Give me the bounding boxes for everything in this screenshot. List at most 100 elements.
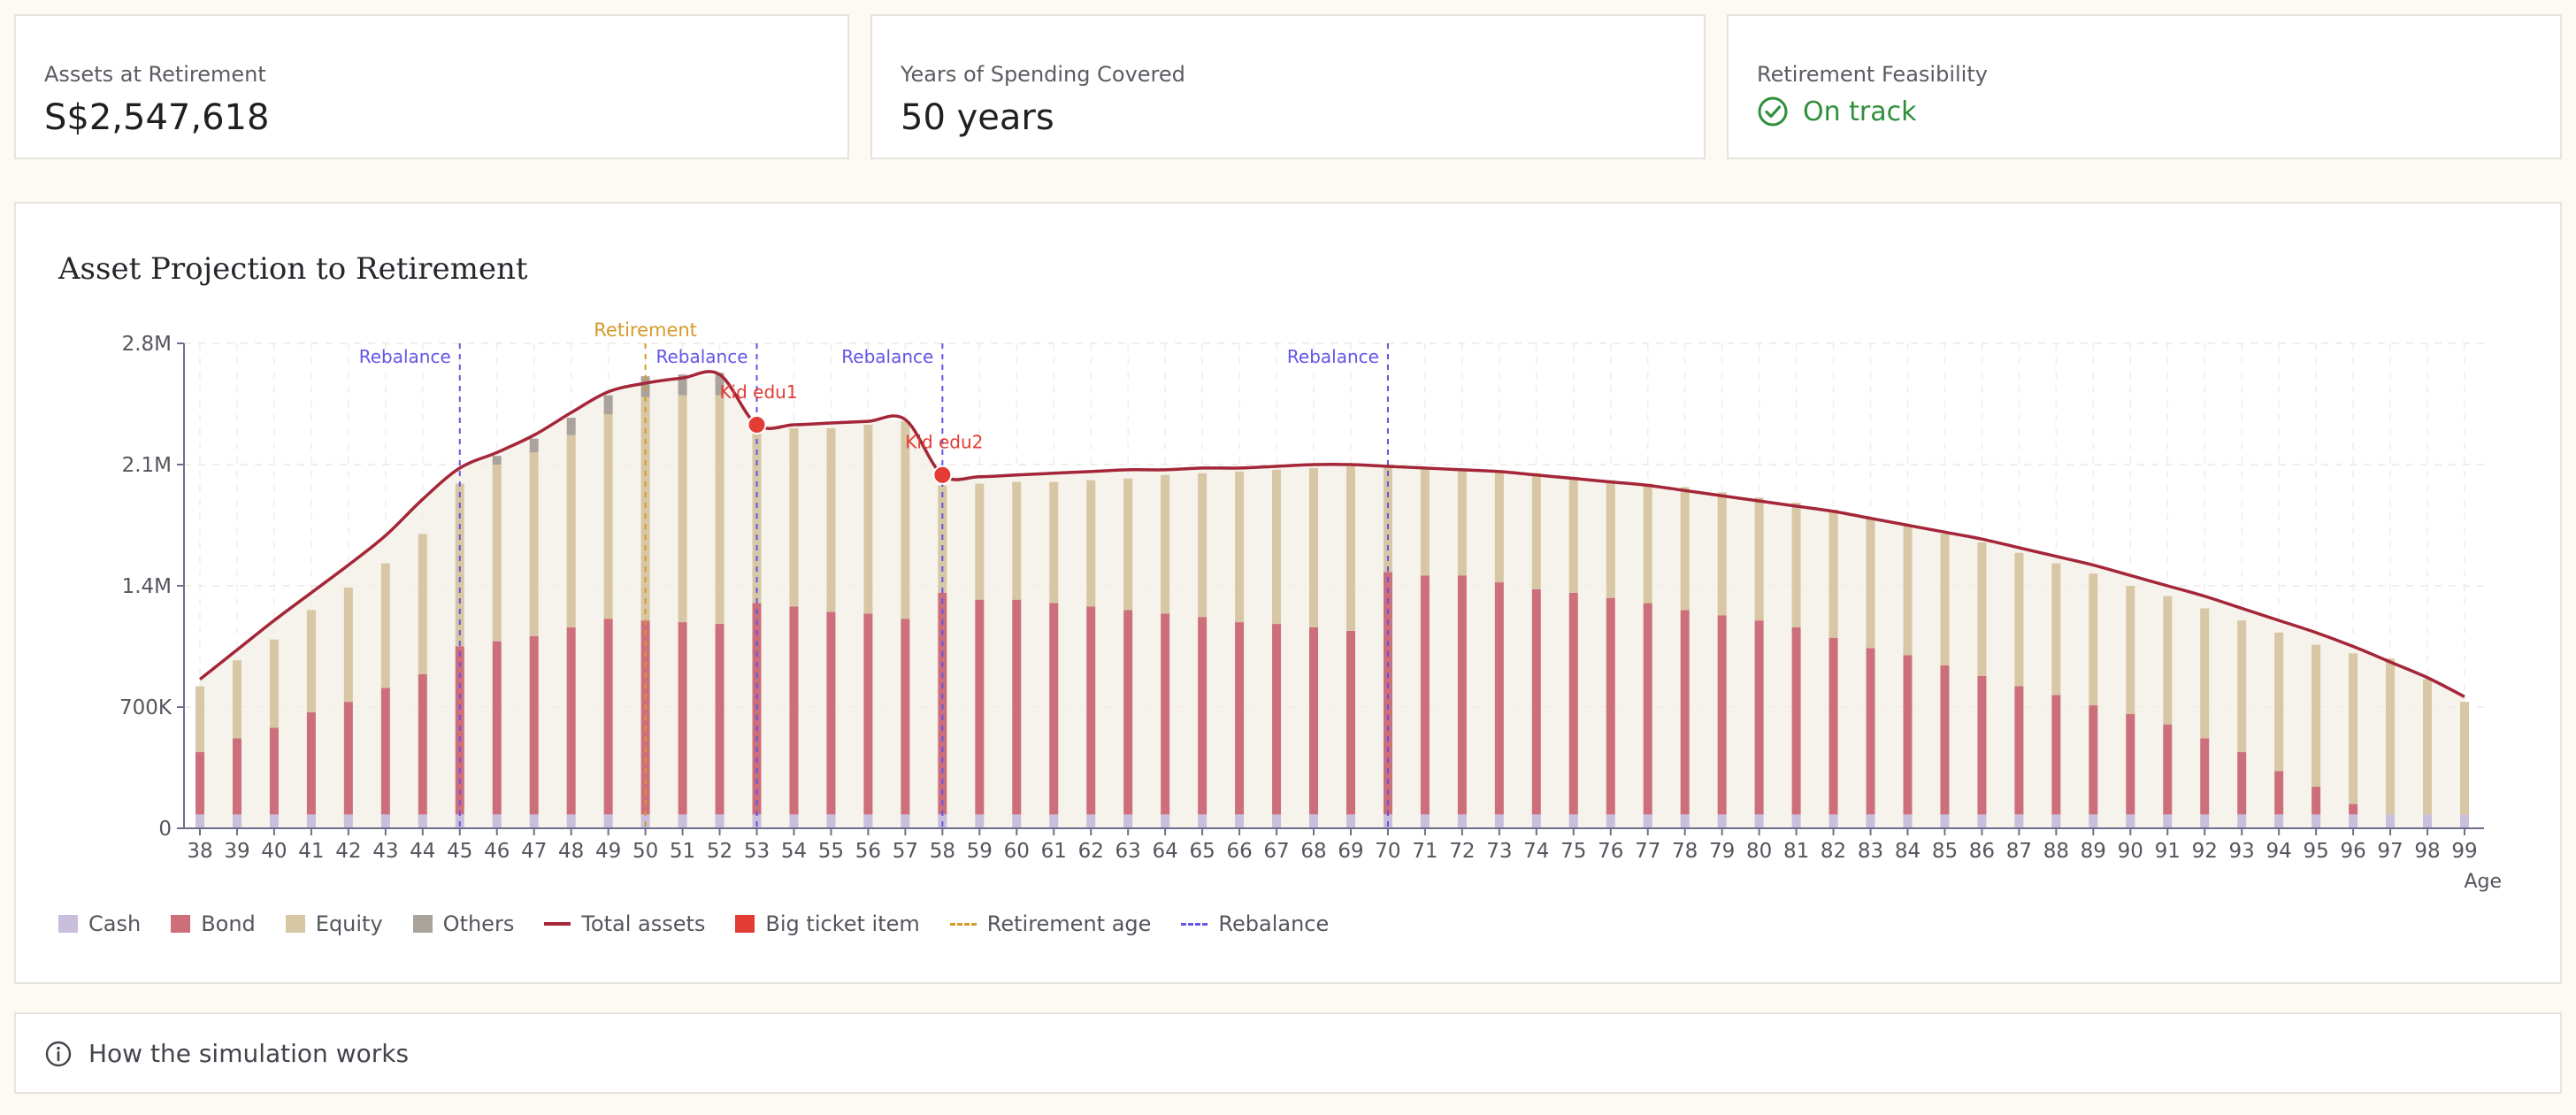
kpi-label: Years of Spending Covered xyxy=(901,62,1185,87)
bar-segment-equity xyxy=(2312,644,2321,788)
bar-segment-cash xyxy=(2312,814,2321,828)
bar-segment-cash xyxy=(343,814,353,828)
bar-segment-bond xyxy=(1012,599,1022,815)
x-tick-label: 44 xyxy=(410,840,435,863)
bar-segment-equity xyxy=(1235,471,1245,623)
bar-segment-others xyxy=(492,456,502,465)
bar-segment-equity xyxy=(603,414,613,619)
legend-item-equity[interactable]: Equity xyxy=(285,911,383,936)
bar-segment-bond xyxy=(1309,627,1319,815)
bar-segment-equity xyxy=(455,483,464,647)
bar-segment-others xyxy=(678,374,687,396)
simulation-info-toggle[interactable]: How the simulation works xyxy=(44,1039,409,1068)
bar-segment-cash xyxy=(2089,814,2098,828)
x-tick-label: 86 xyxy=(1969,840,1995,863)
legend-item-big-ticket[interactable]: Big ticket item xyxy=(735,911,920,936)
bar-segment-equity xyxy=(1272,469,1282,625)
legend-item-retirement-age[interactable]: Retirement age xyxy=(949,911,1151,936)
x-tick-label: 49 xyxy=(595,840,621,863)
bar-segment-bond xyxy=(1457,575,1467,815)
simulation-info-card[interactable]: How the simulation works xyxy=(14,1012,2562,1094)
bar-segment-equity xyxy=(1086,480,1096,607)
kpi-card-assets: Assets at Retirement S$2,547,618 xyxy=(14,14,849,159)
bar-segment-equity xyxy=(826,427,836,612)
x-tick-label: 54 xyxy=(781,840,807,863)
legend-item-cash[interactable]: Cash xyxy=(58,911,141,936)
bar-segment-cash xyxy=(1123,814,1133,828)
bar-segment-cash xyxy=(1086,814,1096,828)
bar-segment-cash xyxy=(1940,814,1950,828)
legend-label: Cash xyxy=(88,911,142,936)
bar-segment-equity xyxy=(2051,563,2061,696)
x-tick-label: 57 xyxy=(893,840,918,863)
feasibility-value: On track xyxy=(1803,96,1917,127)
x-tick-label: 66 xyxy=(1226,840,1252,863)
bar-segment-cash xyxy=(1235,814,1245,828)
bar-segment-bond xyxy=(566,627,576,815)
bar-segment-bond xyxy=(1717,615,1727,815)
bar-segment-bond xyxy=(269,727,279,815)
info-icon xyxy=(45,1041,72,1066)
bar-segment-bond xyxy=(2312,787,2321,815)
bar-segment-bond xyxy=(1383,572,1392,815)
bar-segment-bond xyxy=(2089,705,2098,815)
bar-segment-cash xyxy=(269,814,279,828)
bar-segment-cash xyxy=(1977,814,1987,828)
bar-segment-bond xyxy=(2014,686,2024,815)
bar-segment-bond xyxy=(1086,606,1096,815)
x-tick-label: 42 xyxy=(335,840,361,863)
y-tick-label: 2.8M xyxy=(122,333,172,356)
bar-segment-equity xyxy=(1420,467,1430,576)
legend-item-others[interactable]: Others xyxy=(412,911,514,936)
legend-swatch-cash xyxy=(58,915,78,933)
bar-segment-others xyxy=(603,395,613,415)
bar-segment-bond xyxy=(1346,630,1355,815)
bar-segment-cash xyxy=(1272,814,1282,828)
bar-segment-bond xyxy=(196,751,204,815)
x-tick-label: 90 xyxy=(2118,840,2143,863)
rebalance-label: Rebalance xyxy=(1287,346,1379,367)
bar-segment-equity xyxy=(1161,474,1170,614)
x-tick-label: 38 xyxy=(187,840,212,863)
bar-segment-bond xyxy=(1643,603,1652,815)
bar-segment-bond xyxy=(529,635,539,815)
legend-item-bond[interactable]: Bond xyxy=(171,911,256,936)
bar-segment-equity xyxy=(418,534,427,674)
bar-segment-bond xyxy=(2349,804,2358,815)
bar-segment-bond xyxy=(1568,592,1578,815)
bar-segment-cash xyxy=(789,814,799,828)
bar-segment-equity xyxy=(1049,481,1059,604)
bar-segment-equity xyxy=(492,465,502,642)
bar-segment-cash xyxy=(380,814,390,828)
bar-segment-cash xyxy=(1606,814,1615,828)
x-axis-label: Age xyxy=(2464,871,2502,893)
bar-segment-bond xyxy=(1866,648,1875,815)
bar-segment-equity xyxy=(715,395,724,625)
kpi-card-years: Years of Spending Covered 50 years xyxy=(870,14,1706,159)
bar-segment-cash xyxy=(566,814,576,828)
x-tick-label: 51 xyxy=(670,840,695,863)
x-tick-label: 93 xyxy=(2229,840,2255,863)
x-tick-label: 88 xyxy=(2043,840,2069,863)
total-assets-line xyxy=(198,370,2465,698)
bar-segment-cash xyxy=(1309,814,1319,828)
bar-segment-equity xyxy=(1717,492,1727,616)
x-tick-label: 61 xyxy=(1041,840,1067,863)
bar-segment-cash xyxy=(2014,814,2024,828)
x-tick-label: 64 xyxy=(1153,840,1178,863)
legend-item-rebalance[interactable]: Rebalance xyxy=(1181,911,1329,936)
x-tick-label: 81 xyxy=(1783,840,1809,863)
bar-segment-bond xyxy=(1754,620,1764,815)
legend-label: Big ticket item xyxy=(765,911,920,936)
bar-segment-equity xyxy=(1494,471,1504,583)
legend-swatch-equity xyxy=(285,915,305,933)
bar-segment-cash xyxy=(306,814,316,828)
bar-segment-cash xyxy=(1791,814,1801,828)
bar-segment-cash xyxy=(975,814,985,828)
bar-segment-equity xyxy=(2200,608,2210,739)
legend-item-total-assets[interactable]: Total assets xyxy=(544,911,705,936)
rebalance-label: Rebalance xyxy=(656,346,748,367)
legend-swatch-rebalance xyxy=(1181,922,1208,926)
rebalance-label: Rebalance xyxy=(841,346,933,367)
bar-segment-equity xyxy=(1346,465,1355,631)
